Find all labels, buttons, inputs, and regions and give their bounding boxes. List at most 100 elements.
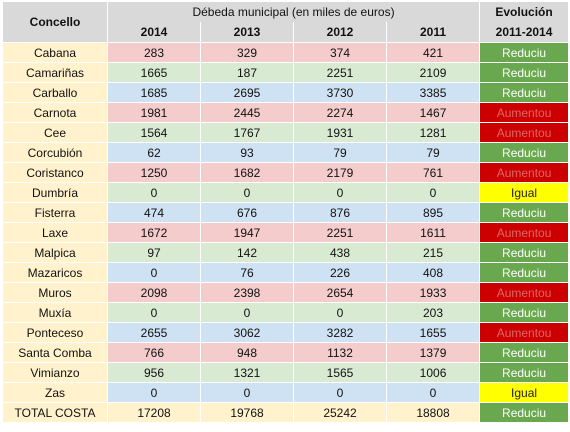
debt-value-cell: 187 <box>200 62 294 83</box>
debt-value-cell: 438 <box>293 242 387 263</box>
evolution-cell: Reduciu <box>479 142 570 163</box>
debt-value-cell: 2655 <box>107 322 201 343</box>
debt-value-cell: 226 <box>293 262 387 283</box>
debt-value-cell: 2695 <box>200 82 294 103</box>
debt-value-cell: 1981 <box>107 102 201 123</box>
debt-value-cell: 1379 <box>385 342 481 363</box>
concello-name-cell: Camariñas <box>2 62 108 83</box>
debt-value-cell: 1132 <box>293 342 387 363</box>
evolution-header-line1: Evolución <box>479 2 570 22</box>
debt-value-cell: 1281 <box>385 122 481 143</box>
debt-value-cell: 0 <box>200 382 294 403</box>
evolution-cell: Reduciu <box>479 302 570 323</box>
debt-value-cell: 0 <box>385 382 481 403</box>
debt-value-cell: 2098 <box>107 282 201 303</box>
year-header: 2011 <box>385 22 481 43</box>
table-row: Coristanco 1250 1682 2179 761 Aumentou <box>2 162 570 183</box>
table-row: Camariñas 1665 187 2251 2109 Reduciu <box>2 62 570 83</box>
debt-value-cell: 0 <box>107 302 201 323</box>
concello-name-cell: Vimianzo <box>2 362 108 383</box>
debt-value-cell: 3062 <box>200 322 294 343</box>
debt-value-cell: 1682 <box>200 162 294 183</box>
concello-name-cell: Fisterra <box>2 202 108 223</box>
table-row: Carballo 1685 2695 3730 3385 Reduciu <box>2 82 570 103</box>
debt-value-cell: 2654 <box>293 282 387 303</box>
table-row: Laxe 1672 1947 2251 1611 Aumentou <box>2 222 570 243</box>
evolution-cell: Igual <box>479 382 570 403</box>
debt-value-cell: 2179 <box>293 162 387 183</box>
debt-value-cell: 676 <box>200 202 294 223</box>
evolution-cell: Reduciu <box>479 62 570 83</box>
debt-value-cell: 3282 <box>293 322 387 343</box>
table-row: Mazaricos 0 76 226 408 Reduciu <box>2 262 570 283</box>
debt-value-cell: 1933 <box>385 282 481 303</box>
debt-value-cell: 3385 <box>385 82 481 103</box>
concello-name-cell: Muxía <box>2 302 108 323</box>
evolution-cell: Aumentou <box>479 102 570 123</box>
debt-value-cell: 0 <box>200 302 294 323</box>
concello-name-cell: Mazaricos <box>2 262 108 283</box>
debt-value-cell: 1006 <box>385 362 481 383</box>
table-row: Cabana 283 329 374 421 Reduciu <box>2 42 570 63</box>
table-row: Malpica 97 142 438 215 Reduciu <box>2 242 570 263</box>
debt-value-cell: 215 <box>385 242 481 263</box>
debt-value-cell: 1947 <box>200 222 294 243</box>
debt-value-cell: 956 <box>107 362 201 383</box>
debt-value-cell: 1655 <box>385 322 481 343</box>
debt-value-cell: 2251 <box>293 62 387 83</box>
debt-value-cell: 0 <box>200 182 294 203</box>
year-header: 2014 <box>107 22 201 43</box>
debt-value-cell: 1767 <box>200 122 294 143</box>
debt-value-cell: 474 <box>107 202 201 223</box>
debt-value-cell: 329 <box>200 42 294 63</box>
evolution-cell: Aumentou <box>479 162 570 183</box>
debt-value-cell: 62 <box>107 142 201 163</box>
debt-value-cell: 25242 <box>293 402 387 423</box>
concello-name-cell: Zas <box>2 382 108 403</box>
debt-value-cell: 2398 <box>200 282 294 303</box>
evolution-header-line2: 2011-2014 <box>479 22 570 43</box>
evolution-cell: Igual <box>479 182 570 203</box>
concello-name-cell: Santa Comba <box>2 342 108 363</box>
evolution-cell: Aumentou <box>479 122 570 143</box>
evolution-cell: Reduciu <box>479 342 570 363</box>
debt-value-cell: 876 <box>293 202 387 223</box>
table-row: Muxía 0 0 0 203 Reduciu <box>2 302 570 323</box>
table-row: Vimianzo 956 1321 1565 1006 Reduciu <box>2 362 570 383</box>
evolution-cell: Reduciu <box>479 202 570 223</box>
debt-value-cell: 283 <box>107 42 201 63</box>
debt-value-cell: 1672 <box>107 222 201 243</box>
concello-name-cell: Coristanco <box>2 162 108 183</box>
table-row: Carnota 1981 2445 2274 1467 Aumentou <box>2 102 570 123</box>
concello-name-cell: Muros <box>2 282 108 303</box>
evolution-cell: Reduciu <box>479 82 570 103</box>
debt-value-cell: 1250 <box>107 162 201 183</box>
debt-value-cell: 97 <box>107 242 201 263</box>
concello-name-cell: Malpica <box>2 242 108 263</box>
debt-value-cell: 2445 <box>200 102 294 123</box>
table-row: Fisterra 474 676 876 895 Reduciu <box>2 202 570 223</box>
debt-value-cell: 203 <box>385 302 481 323</box>
debt-value-cell: 0 <box>293 302 387 323</box>
debt-value-cell: 408 <box>385 262 481 283</box>
municipal-debt-table: Concello Débeda municipal (en miles de e… <box>2 2 570 423</box>
evolution-cell: Reduciu <box>479 42 570 63</box>
table-row: Muros 2098 2398 2654 1933 Aumentou <box>2 282 570 303</box>
debt-value-cell: 142 <box>200 242 294 263</box>
debt-value-cell: 1931 <box>293 122 387 143</box>
table-row: Zas 0 0 0 0 Igual <box>2 382 570 403</box>
debt-value-cell: 0 <box>107 262 201 283</box>
table-row: Cee 1564 1767 1931 1281 Aumentou <box>2 122 570 143</box>
debt-value-cell: 1564 <box>107 122 201 143</box>
evolution-cell: Reduciu <box>479 402 570 423</box>
debt-value-cell: 421 <box>385 42 481 63</box>
debt-value-cell: 2251 <box>293 222 387 243</box>
table-body: Cabana 283 329 374 421 Reduciu Camariñas 1665 18… <box>2 42 570 423</box>
table-row: Santa Comba 766 948 1132 1379 Reduciu <box>2 342 570 363</box>
debt-value-cell: 766 <box>107 342 201 363</box>
debt-value-cell: 2274 <box>293 102 387 123</box>
debt-value-cell: 1665 <box>107 62 201 83</box>
table-row: Ponteceso 2655 3062 3282 1655 Aumentou <box>2 322 570 343</box>
evolution-cell: Aumentou <box>479 222 570 243</box>
debt-value-cell: 93 <box>200 142 294 163</box>
